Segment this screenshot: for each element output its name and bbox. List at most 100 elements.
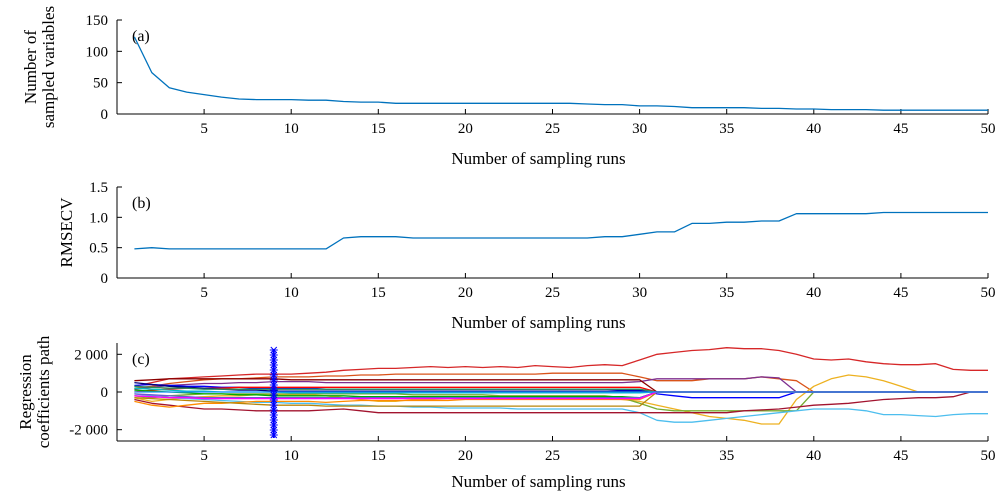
- asterisk-marker: [269, 431, 278, 439]
- asterisk-stroke: [270, 406, 278, 414]
- x-tick-label: 25: [545, 285, 560, 301]
- asterisk-marker: [269, 421, 278, 429]
- asterisk-stroke: [270, 376, 278, 384]
- asterisk-stroke: [270, 401, 278, 409]
- x-tick-label: 5: [200, 285, 208, 301]
- y-tick-label: 0: [101, 385, 109, 401]
- x-tick-label: 25: [545, 448, 560, 464]
- x-tick-label: 15: [371, 285, 386, 301]
- asterisk-marker: [269, 386, 278, 394]
- asterisk-stroke: [270, 381, 278, 389]
- asterisk-marker: [269, 361, 278, 369]
- x-tick-label: 40: [806, 121, 821, 137]
- y-axis-label-line: Number of: [21, 30, 40, 104]
- asterisk-stroke: [270, 431, 278, 439]
- x-tick-label: 35: [719, 285, 734, 301]
- asterisk-stroke: [270, 416, 278, 424]
- x-tick-label: 20: [458, 448, 473, 464]
- chart-panel: 5 10 15 20 25 30 35 40 45 50 0 50 100 150 Number of sa…: [21, 6, 996, 168]
- series-line: [134, 347, 988, 387]
- asterisk-marker: [269, 401, 278, 409]
- y-tick-label: 1.0: [89, 210, 108, 226]
- y-axis-label-line: Regression: [16, 354, 35, 430]
- y-tick-label: 0.5: [89, 241, 108, 257]
- asterisk-stroke: [270, 346, 278, 354]
- asterisk-marker: [269, 376, 278, 384]
- series-line: [134, 391, 988, 414]
- asterisk-marker: [269, 391, 278, 399]
- asterisk-marker: [269, 406, 278, 414]
- chart-panel: 5 10 15 20 25 30 35 40 45 50 -2 000 0 2 000 Number of…: [16, 335, 996, 491]
- y-tick-label: 150: [86, 13, 109, 29]
- y-tick-label: 0: [101, 107, 109, 123]
- asterisk-stroke: [270, 356, 278, 364]
- panel-tag: (a): [132, 28, 150, 45]
- y-axis-label: Regressioncoefficients path: [16, 335, 53, 448]
- x-axis-label: Number of sampling runs: [451, 472, 625, 491]
- x-tick-label: 10: [284, 121, 299, 137]
- x-tick-label: 5: [200, 121, 208, 137]
- asterisk-stroke: [270, 391, 278, 399]
- asterisk-marker: [269, 366, 278, 374]
- asterisk-stroke: [270, 371, 278, 379]
- y-axis-label-line: RMSECV: [57, 197, 76, 268]
- asterisk-marker: [269, 396, 278, 404]
- asterisk-stroke: [270, 361, 278, 369]
- x-tick-label: 45: [893, 121, 908, 137]
- y-tick-label: 1.5: [89, 180, 108, 196]
- asterisk-marker: [269, 411, 278, 419]
- x-tick-label: 50: [981, 448, 996, 464]
- asterisk-marker: [269, 426, 278, 434]
- y-tick-label: 100: [86, 44, 109, 60]
- x-tick-label: 5: [200, 448, 208, 464]
- asterisk-marker: [269, 371, 278, 379]
- y-axis-label: RMSECV: [57, 197, 76, 268]
- x-tick-label: 30: [632, 121, 647, 137]
- asterisk-stroke: [270, 421, 278, 429]
- x-tick-label: 40: [806, 448, 821, 464]
- marker-line: [269, 346, 278, 439]
- asterisk-stroke: [270, 386, 278, 394]
- x-tick-label: 25: [545, 121, 560, 137]
- panel-tag: (b): [132, 195, 151, 212]
- y-tick-label: -2 000: [69, 423, 108, 439]
- asterisk-marker: [269, 346, 278, 354]
- x-tick-label: 20: [458, 121, 473, 137]
- series-line: [134, 211, 988, 250]
- y-tick-label: 50: [93, 76, 108, 92]
- y-axis-label: Number ofsampled variables: [21, 6, 58, 128]
- x-tick-label: 30: [632, 285, 647, 301]
- asterisk-stroke: [270, 396, 278, 404]
- asterisk-stroke: [270, 351, 278, 359]
- y-axis-label-line: sampled variables: [39, 6, 58, 128]
- series-line: [133, 36, 988, 111]
- x-tick-label: 35: [719, 448, 734, 464]
- x-tick-label: 20: [458, 285, 473, 301]
- x-tick-label: 35: [719, 121, 734, 137]
- x-axis-label: Number of sampling runs: [451, 149, 625, 168]
- y-tick-label: 0: [101, 271, 109, 287]
- x-tick-label: 45: [893, 448, 908, 464]
- y-tick-label: 2 000: [74, 347, 108, 363]
- x-tick-label: 50: [981, 285, 996, 301]
- chart-panel: 5 10 15 20 25 30 35 40 45 50 0 0.5 1.0 1.5 Number of s…: [57, 180, 996, 332]
- x-tick-label: 10: [284, 285, 299, 301]
- asterisk-marker: [269, 416, 278, 424]
- asterisk-stroke: [270, 426, 278, 434]
- panel-tag: (c): [132, 351, 150, 368]
- asterisk-marker: [269, 356, 278, 364]
- x-tick-label: 15: [371, 121, 386, 137]
- x-tick-label: 15: [371, 448, 386, 464]
- x-tick-label: 45: [893, 285, 908, 301]
- asterisk-marker: [269, 351, 278, 359]
- x-axis-label: Number of sampling runs: [451, 313, 625, 332]
- asterisk-stroke: [270, 411, 278, 419]
- x-tick-label: 40: [806, 285, 821, 301]
- x-tick-label: 50: [981, 121, 996, 137]
- y-axis-label-line: coefficients path: [34, 335, 53, 448]
- asterisk-marker: [269, 381, 278, 389]
- asterisk-stroke: [270, 366, 278, 374]
- x-tick-label: 10: [284, 448, 299, 464]
- x-tick-label: 30: [632, 448, 647, 464]
